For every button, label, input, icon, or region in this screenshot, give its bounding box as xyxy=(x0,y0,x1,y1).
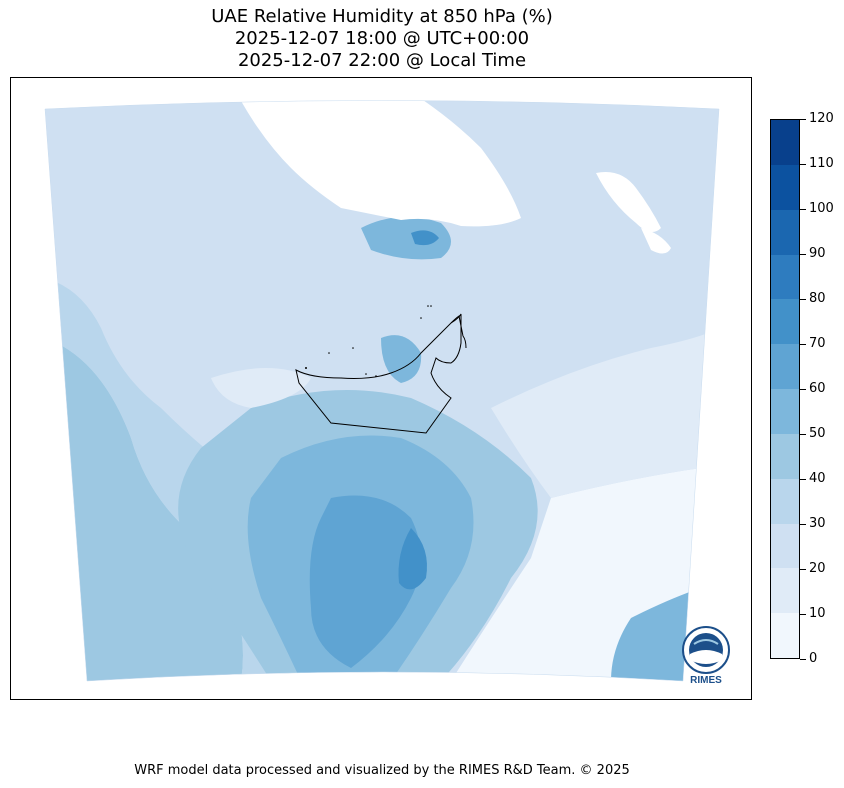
colorbar-band xyxy=(771,388,799,434)
colorbar-band xyxy=(771,567,799,614)
map-frame xyxy=(10,77,752,700)
colorbar-band xyxy=(771,119,799,165)
chart-title: UAE Relative Humidity at 850 hPa (%) 202… xyxy=(0,6,764,72)
field-west-40 xyxy=(45,338,243,681)
colorbar-tick-label: 120 xyxy=(809,111,834,126)
humidity-map xyxy=(44,100,720,682)
colorbar-tick xyxy=(800,164,806,165)
title-line-3: 2025-12-07 22:00 @ Local Time xyxy=(237,50,527,71)
colorbar-tick xyxy=(800,434,806,435)
colorbar-tick-label: 40 xyxy=(809,471,826,486)
colorbar-band xyxy=(771,164,799,210)
colorbar-band xyxy=(771,523,799,569)
colorbar-tick xyxy=(800,614,806,615)
colorbar-tick xyxy=(800,254,806,255)
colorbar-tick xyxy=(800,299,806,300)
colorbar-tick-label: 90 xyxy=(809,246,826,261)
colorbar-band xyxy=(771,254,799,300)
field-central-10 xyxy=(211,368,311,408)
rimes-logo: RIMES xyxy=(676,624,736,688)
colorbar xyxy=(770,119,800,659)
colorbar-tick-label: 20 xyxy=(809,561,826,576)
colorbar-tick xyxy=(800,209,806,210)
colorbar-tick xyxy=(800,119,806,120)
field-missing-north xyxy=(236,100,521,227)
colorbar-band xyxy=(771,209,799,255)
colorbar-tick xyxy=(800,344,806,345)
uae-border xyxy=(295,313,462,434)
colorbar-tick-label: 10 xyxy=(809,606,826,621)
colorbar-tick-label: 110 xyxy=(809,156,834,171)
title-line-2: 2025-12-07 18:00 @ UTC+00:00 xyxy=(234,28,530,49)
field-east-10 xyxy=(491,328,719,498)
footer-credit: WRF model data processed and visualized … xyxy=(134,763,630,778)
colorbar-tick xyxy=(800,569,806,570)
field-missing-ne1 xyxy=(596,172,661,232)
title-line-1: UAE Relative Humidity at 850 hPa (%) xyxy=(211,6,553,27)
colorbar-band xyxy=(771,612,799,658)
colorbar-tick xyxy=(800,389,806,390)
field-br-40 xyxy=(611,588,701,681)
colorbar-band xyxy=(771,298,799,345)
field-missing-n3 xyxy=(356,112,379,134)
field-plume-60 xyxy=(309,495,421,668)
colorbar-tick xyxy=(800,524,806,525)
colorbar-tick xyxy=(800,479,806,480)
rimes-logo-text: RIMES xyxy=(690,675,722,686)
colorbar-tick-label: 60 xyxy=(809,381,826,396)
field-north-60 xyxy=(411,230,439,246)
colorbar-tick-label: 70 xyxy=(809,336,826,351)
uae-border-north xyxy=(450,315,467,349)
colorbar-band xyxy=(771,343,799,389)
colorbar-tick-label: 30 xyxy=(809,516,826,531)
colorbar-tick-label: 0 xyxy=(809,651,818,666)
field-coast-core xyxy=(381,335,422,383)
uae-islands xyxy=(305,305,432,377)
field-north-40 xyxy=(361,216,451,260)
rimes-globe-icon xyxy=(682,626,730,674)
colorbar-band xyxy=(771,433,799,479)
colorbar-tick-label: 80 xyxy=(809,291,826,306)
colorbar-tick xyxy=(800,659,806,660)
colorbar-band xyxy=(771,478,799,524)
field-missing-ne2 xyxy=(641,228,671,254)
field-plume-70 xyxy=(398,528,427,590)
colorbar-tick-label: 100 xyxy=(809,201,834,216)
colorbar-tick-label: 50 xyxy=(809,426,826,441)
